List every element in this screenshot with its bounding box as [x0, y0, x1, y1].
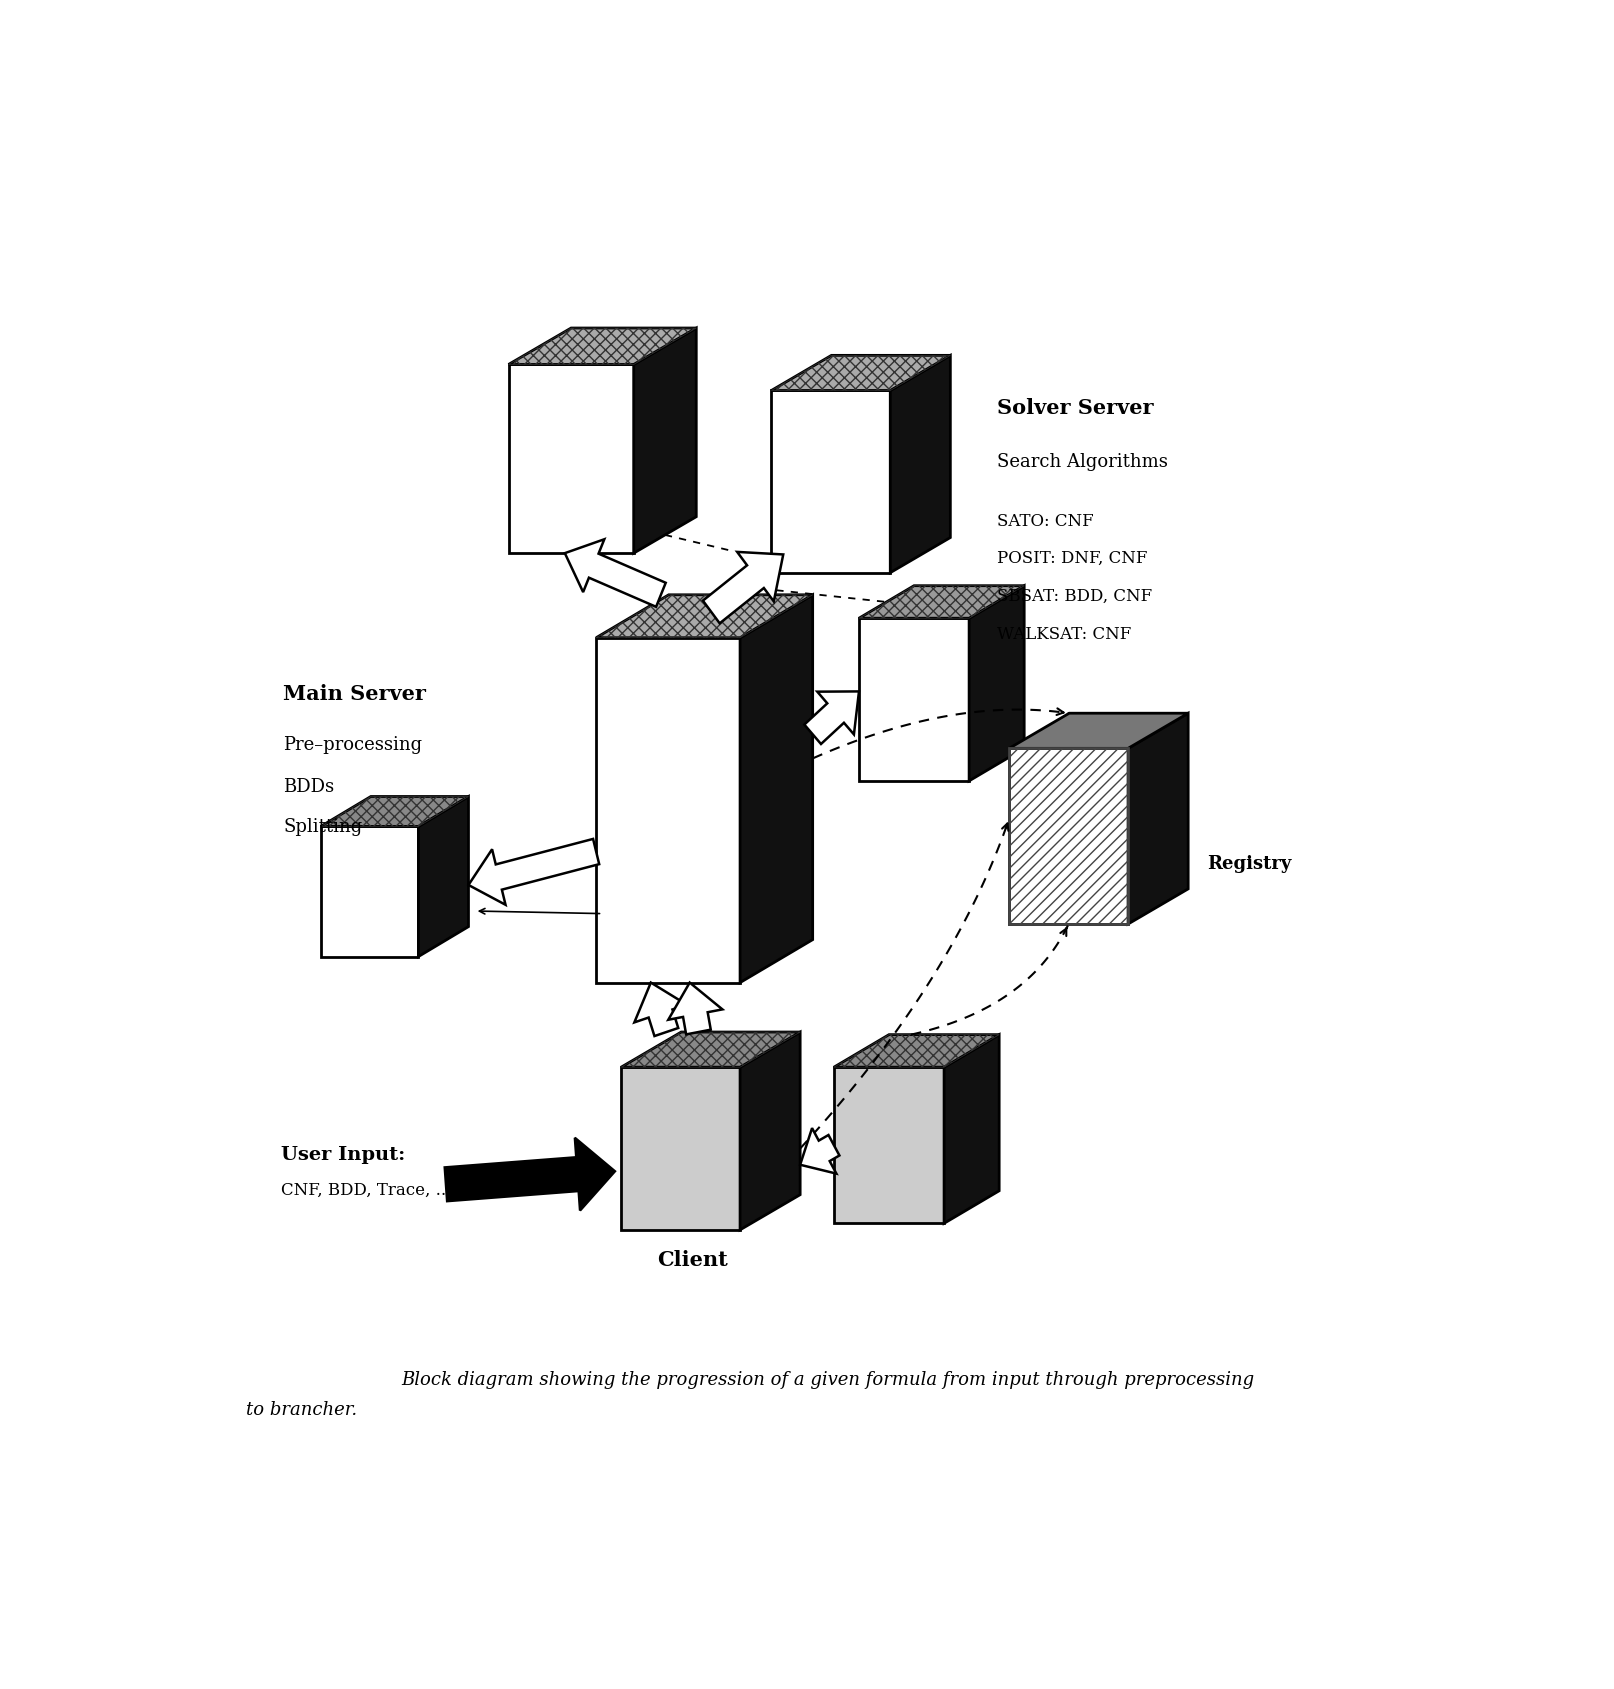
- Text: Solver Server: Solver Server: [996, 397, 1152, 417]
- Text: Search Algorithms: Search Algorithms: [996, 453, 1167, 470]
- Polygon shape: [668, 983, 721, 1035]
- Polygon shape: [1127, 714, 1188, 924]
- Polygon shape: [771, 392, 889, 573]
- Polygon shape: [633, 329, 696, 554]
- Text: Splitting: Splitting: [282, 817, 362, 836]
- Polygon shape: [739, 596, 812, 983]
- Text: BDDs: BDDs: [282, 777, 334, 796]
- Polygon shape: [508, 365, 633, 554]
- Polygon shape: [859, 586, 1023, 618]
- Polygon shape: [468, 839, 599, 905]
- Polygon shape: [321, 828, 418, 958]
- Text: Main Server: Main Server: [282, 684, 426, 703]
- Polygon shape: [418, 797, 468, 958]
- Polygon shape: [944, 1035, 999, 1223]
- Text: to brancher.: to brancher.: [245, 1400, 357, 1419]
- Text: SATO: CNF: SATO: CNF: [996, 512, 1093, 529]
- Polygon shape: [596, 596, 812, 638]
- Text: WALKSAT: CNF: WALKSAT: CNF: [996, 625, 1130, 642]
- Polygon shape: [799, 1128, 839, 1174]
- Polygon shape: [1009, 714, 1188, 748]
- Polygon shape: [859, 618, 968, 782]
- Polygon shape: [321, 797, 468, 828]
- Text: SBSAT: BDD, CNF: SBSAT: BDD, CNF: [996, 588, 1151, 605]
- Text: User Input:: User Input:: [281, 1145, 405, 1164]
- Polygon shape: [833, 1035, 999, 1067]
- Text: Pre–processing: Pre–processing: [282, 736, 423, 753]
- Text: Client: Client: [657, 1250, 728, 1270]
- Polygon shape: [702, 552, 783, 623]
- Text: Block diagram showing the progression of a given formula from input through prep: Block diagram showing the progression of…: [400, 1371, 1254, 1388]
- Polygon shape: [739, 1032, 799, 1230]
- Polygon shape: [1009, 748, 1127, 924]
- Text: Registry: Registry: [1206, 855, 1291, 872]
- Text: CNF, BDD, Trace, ...: CNF, BDD, Trace, ...: [281, 1181, 450, 1198]
- Polygon shape: [565, 540, 665, 608]
- Polygon shape: [444, 1138, 615, 1211]
- Polygon shape: [621, 1067, 739, 1230]
- Polygon shape: [621, 1032, 799, 1067]
- Polygon shape: [889, 356, 949, 573]
- Text: POSIT: DNF, CNF: POSIT: DNF, CNF: [996, 551, 1146, 568]
- Polygon shape: [508, 329, 696, 365]
- Polygon shape: [634, 983, 686, 1037]
- Polygon shape: [596, 638, 739, 983]
- Polygon shape: [771, 356, 949, 392]
- Polygon shape: [833, 1067, 944, 1223]
- Polygon shape: [804, 692, 859, 745]
- Polygon shape: [968, 586, 1023, 782]
